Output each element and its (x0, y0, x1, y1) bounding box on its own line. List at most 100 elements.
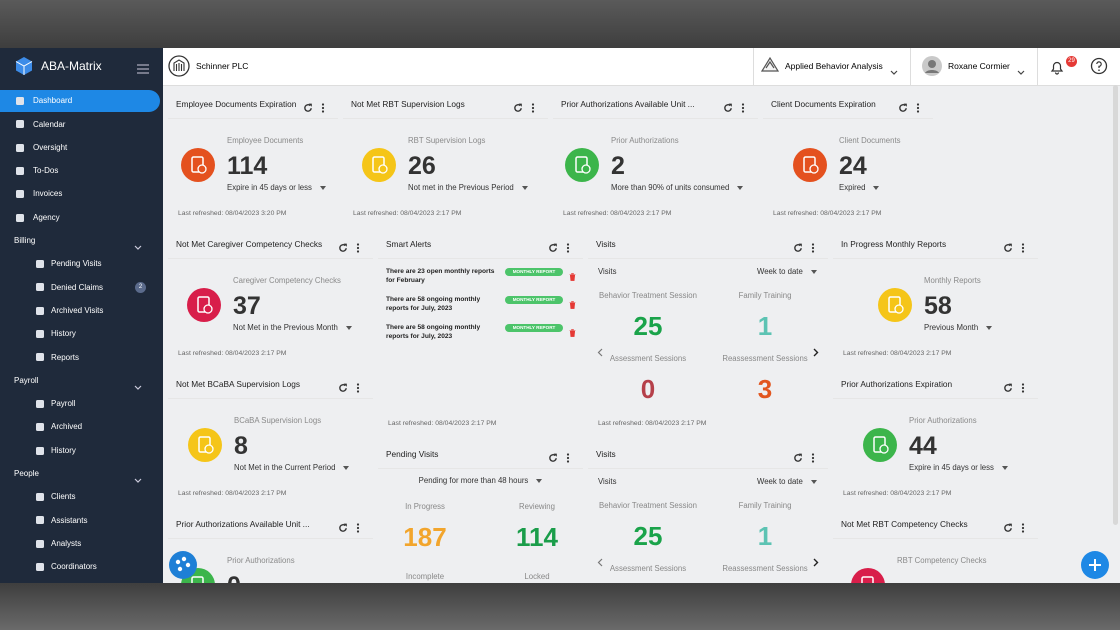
more-button[interactable] (566, 240, 570, 253)
add-button[interactable] (1081, 551, 1109, 579)
nav-icon (36, 423, 44, 432)
divider (1037, 48, 1038, 85)
nav-item[interactable]: Archived Visits (51, 305, 104, 315)
refresh-button[interactable] (793, 450, 803, 462)
nav-icon (36, 353, 44, 362)
more-button-svg (1021, 243, 1025, 253)
period-dropdown[interactable]: Week to date (757, 267, 817, 276)
widget: Client Documents Expiration Client Docume… (763, 92, 933, 226)
filter-dropdown[interactable]: Previous Month (924, 323, 993, 333)
topbar: Schinner PLC Applied Behavior Analysis Rox… (163, 48, 1120, 86)
more-button[interactable] (531, 100, 535, 113)
program-name[interactable]: Applied Behavior Analysis (785, 60, 883, 71)
alert-text[interactable]: There are 23 open monthly reports for Fe… (386, 268, 495, 284)
refresh-button[interactable] (303, 100, 313, 112)
caret (810, 480, 817, 485)
nav-item[interactable]: Denied Claims (51, 282, 104, 292)
widget-header (553, 92, 758, 119)
nav-section[interactable]: Billing (14, 236, 36, 245)
widget-header (588, 442, 828, 469)
nav-item[interactable]: Reports (51, 352, 80, 362)
refresh-button[interactable] (548, 450, 558, 462)
nav-item[interactable]: Assistants (51, 515, 88, 525)
help[interactable] (1090, 57, 1108, 75)
more-button[interactable] (356, 380, 360, 393)
metric-value: 25 (633, 521, 663, 552)
refresh-button-svg (339, 243, 347, 252)
more-button[interactable] (566, 450, 570, 463)
widget-value: 0 (227, 571, 241, 583)
more-button[interactable] (811, 450, 815, 463)
prev-button[interactable] (597, 554, 603, 567)
bell[interactable] (1049, 59, 1065, 75)
more-button[interactable] (1021, 380, 1025, 393)
more-button[interactable] (321, 100, 325, 113)
delete-button[interactable] (569, 296, 576, 309)
nav-item[interactable]: Analysts (51, 538, 82, 548)
refresh-button[interactable] (1003, 380, 1013, 392)
user-name[interactable]: Roxane Cormier (948, 60, 1010, 71)
filter-dropdown[interactable]: Not met in the Previous Period (408, 183, 528, 192)
refresh-button[interactable] (338, 240, 348, 252)
refresh-button[interactable] (338, 380, 348, 392)
more-button[interactable] (1021, 240, 1025, 253)
period-label: Week to date (757, 477, 803, 487)
widget-title: Visits (596, 239, 616, 250)
more-button[interactable] (1021, 520, 1025, 533)
more-button[interactable] (811, 240, 815, 253)
refresh-button[interactable] (513, 100, 523, 112)
nav-item[interactable]: Agency (33, 212, 60, 222)
refresh-button[interactable] (338, 520, 348, 532)
delete-button[interactable] (569, 324, 576, 337)
filter-dropdown[interactable]: Expired (839, 183, 880, 192)
nav-item[interactable]: Clients (51, 492, 76, 502)
refresh-button[interactable] (1003, 240, 1013, 252)
nav-item[interactable]: Calendar (33, 119, 66, 129)
filter-dropdown[interactable]: Expire in 45 days or less (227, 183, 326, 192)
metric-label: In Progress (405, 502, 445, 512)
metric-label: Behavior Treatment Session (599, 291, 697, 301)
nav-item[interactable]: Archived (51, 422, 83, 432)
alert-text[interactable]: There are 58 ongoing monthly reports for… (386, 296, 481, 312)
alert-text[interactable]: There are 58 ongoing monthly reports for… (386, 324, 481, 340)
widget-value: 26 (408, 152, 436, 180)
metric-label: Reassessment Sessions (722, 354, 808, 364)
filter-dropdown[interactable]: More than 90% of units consumed (611, 183, 744, 192)
more-button[interactable] (741, 100, 745, 113)
nav-item[interactable]: History (51, 329, 76, 339)
nav-item[interactable]: History (51, 445, 76, 455)
refresh-button[interactable] (898, 100, 908, 112)
filter-dropdown[interactable]: Pending for more than 48 hours (378, 476, 583, 485)
period-dropdown[interactable]: Week to date (757, 477, 817, 486)
divider (753, 48, 754, 85)
filter-label: Previous Month (924, 323, 979, 333)
filter-dropdown[interactable]: Not Met in the Previous Month (233, 323, 352, 332)
nav-item[interactable]: Dashboard (33, 96, 73, 106)
nav-section[interactable]: Payroll (14, 375, 39, 385)
refresh-button[interactable] (548, 240, 558, 252)
metric-label: Locked (524, 572, 550, 582)
refresh-button[interactable] (723, 100, 733, 112)
more-button[interactable] (356, 240, 360, 253)
nav-item[interactable]: Invoices (33, 189, 63, 199)
delete-button[interactable] (569, 268, 576, 281)
last-refreshed: Last refreshed: 08/04/2023 2:17 PM (563, 209, 672, 217)
refresh-button[interactable] (793, 240, 803, 252)
nav-section[interactable]: People (14, 469, 39, 478)
nav-item[interactable]: Coordinators (51, 562, 97, 572)
refresh-button[interactable] (1003, 520, 1013, 532)
more-button[interactable] (356, 520, 360, 533)
nav-item[interactable]: Oversight (33, 142, 68, 152)
chat-widget[interactable] (169, 551, 197, 579)
prev-button[interactable] (597, 344, 603, 357)
nav-item[interactable]: Pending Visits (51, 259, 102, 269)
filter-dropdown[interactable]: Expire in 45 days or less (909, 463, 1008, 472)
more-button[interactable] (916, 100, 920, 113)
nav-item[interactable]: Payroll (51, 399, 76, 409)
next-button[interactable] (813, 554, 819, 567)
next-button[interactable] (813, 344, 819, 357)
menu-toggle[interactable] (137, 61, 149, 74)
filter-dropdown[interactable]: Not Met in the Current Period (234, 463, 350, 472)
nav-item[interactable]: To-Dos (33, 166, 59, 176)
widget-icon-svg (863, 428, 897, 462)
